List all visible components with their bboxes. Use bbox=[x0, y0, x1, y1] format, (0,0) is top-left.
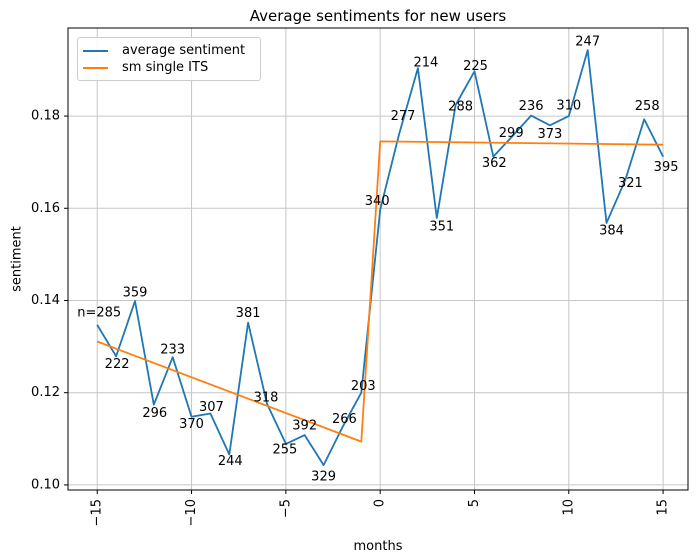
point-annotation: 296 bbox=[142, 406, 167, 421]
x-tick-label: 0 bbox=[373, 499, 388, 507]
x-axis-label: months bbox=[353, 539, 403, 554]
x-tick-label: 5 bbox=[467, 499, 482, 507]
point-annotation: 362 bbox=[482, 156, 507, 171]
series-line-sm-single-ITS bbox=[96, 140, 664, 443]
point-annotation: 244 bbox=[218, 454, 243, 469]
legend-entry-average-sentiment: average sentiment bbox=[83, 43, 252, 58]
chart-title: Average sentiments for new users bbox=[249, 7, 507, 25]
y-tick-label: 0.12 bbox=[31, 385, 60, 400]
x-tick-label: −5 bbox=[278, 499, 293, 518]
point-annotation: 370 bbox=[179, 417, 204, 432]
series-line-average-sentiment bbox=[96, 49, 664, 467]
legend-label-sm-single-its: sm single ITS bbox=[122, 60, 209, 75]
x-tick-label: −10 bbox=[184, 499, 199, 526]
point-annotation: 359 bbox=[123, 286, 148, 301]
point-annotation: 299 bbox=[499, 126, 524, 141]
point-annotation: 392 bbox=[292, 419, 317, 434]
y-tick-label: 0.10 bbox=[31, 477, 60, 492]
point-annotation: 395 bbox=[654, 160, 679, 175]
y-axis-label: sentiment bbox=[9, 226, 25, 292]
point-annotation: 373 bbox=[537, 127, 562, 142]
legend-line-sample-orange bbox=[83, 66, 108, 69]
y-tick-label: 0.16 bbox=[31, 201, 60, 216]
point-annotation: 318 bbox=[254, 390, 279, 405]
point-annotation: 233 bbox=[160, 343, 185, 358]
axes-spines bbox=[67, 27, 689, 491]
point-annotation: 225 bbox=[463, 59, 488, 74]
y-tick-label: 0.18 bbox=[31, 109, 60, 124]
legend-label-average-sentiment: average sentiment bbox=[122, 43, 246, 58]
point-annotation: 340 bbox=[365, 194, 390, 209]
legend-entry-sm-single-its: sm single ITS bbox=[83, 60, 252, 75]
point-annotation: 203 bbox=[351, 379, 376, 394]
point-annotation: 381 bbox=[236, 306, 261, 321]
point-annotation: 288 bbox=[448, 100, 473, 115]
point-annotation: 351 bbox=[429, 220, 454, 235]
point-annotation: 329 bbox=[311, 470, 336, 485]
point-annotation: 321 bbox=[618, 176, 643, 191]
y-tick-label: 0.14 bbox=[31, 293, 60, 308]
point-annotation: 384 bbox=[599, 224, 624, 239]
x-tick-label: 10 bbox=[561, 499, 576, 516]
point-annotation: 307 bbox=[199, 400, 224, 415]
legend: average sentiment sm single ITS bbox=[77, 37, 261, 81]
x-tick-label: −15 bbox=[90, 499, 105, 526]
point-annotation: 214 bbox=[413, 56, 438, 71]
point-annotation: 277 bbox=[391, 109, 416, 124]
point-annotation: 247 bbox=[575, 35, 600, 50]
point-annotation: 310 bbox=[556, 99, 581, 114]
point-annotation: 258 bbox=[635, 99, 660, 114]
point-annotation: n=285 bbox=[77, 305, 121, 320]
point-annotation: 266 bbox=[332, 412, 357, 427]
point-annotation: 255 bbox=[272, 442, 297, 457]
legend-line-sample-blue bbox=[83, 49, 108, 52]
x-tick-label: 15 bbox=[656, 499, 671, 516]
point-annotation: 236 bbox=[519, 99, 544, 114]
point-annotation: 222 bbox=[105, 357, 130, 372]
